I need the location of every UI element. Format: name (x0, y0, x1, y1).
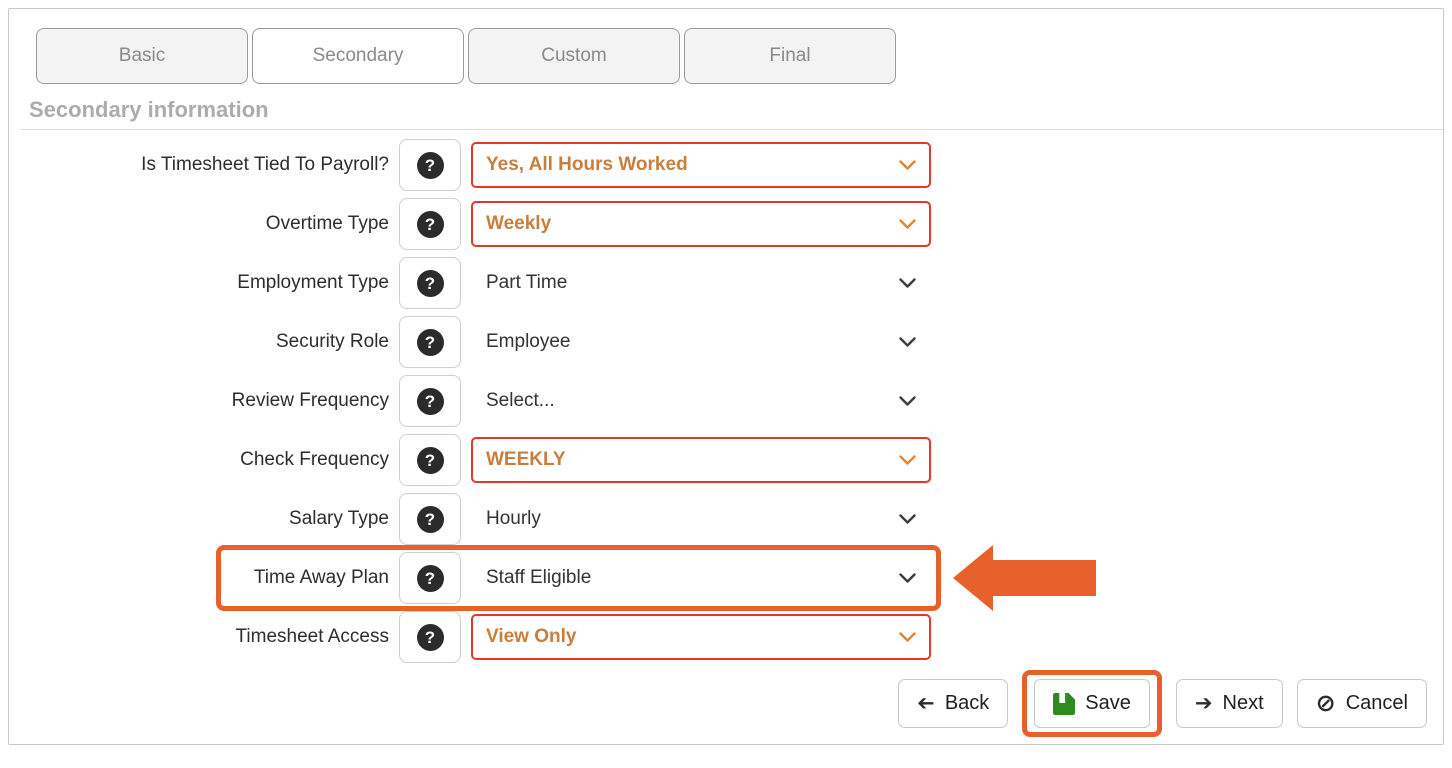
tab-secondary[interactable]: Secondary (252, 28, 464, 84)
cancel-button[interactable]: ⊘ Cancel (1296, 679, 1427, 728)
help-button[interactable]: ? (399, 434, 461, 486)
secondary-info-form: Is Timesheet Tied To Payroll? ? Yes, All… (36, 139, 1427, 663)
field-label: Employment Type (237, 272, 389, 293)
arrow-left-callout-icon (953, 545, 1096, 611)
question-circle-icon: ? (416, 505, 444, 533)
field-label: Salary Type (289, 508, 389, 529)
footer-actions: ➔ Back Save ➔ Next ⊘ Cancel (36, 670, 1427, 737)
help-button[interactable]: ? (399, 375, 461, 427)
field-select[interactable]: WEEKLY (471, 437, 931, 483)
chevron-down-icon (899, 336, 916, 347)
tab-custom[interactable]: Custom (468, 28, 680, 84)
help-button[interactable]: ? (399, 198, 461, 250)
select-value: Staff Eligible (486, 567, 592, 588)
field-label: Time Away Plan (253, 567, 389, 588)
form-row: Salary Type ? Hourly (36, 493, 1427, 545)
form-row: Is Timesheet Tied To Payroll? ? Yes, All… (36, 139, 1427, 191)
section-title: Secondary information (21, 97, 1443, 130)
field-select[interactable]: Part Time (471, 260, 931, 306)
next-button-label: Next (1222, 692, 1264, 714)
form-row: Time Away Plan ? Staff Eligible (36, 545, 1427, 611)
help-button[interactable]: ? (399, 139, 461, 191)
question-circle-icon: ? (416, 623, 444, 651)
field-select[interactable]: Employee (471, 319, 931, 365)
field-label: Review Frequency (231, 390, 389, 411)
field-select[interactable]: Select... (471, 378, 931, 424)
tab-bar: Basic Secondary Custom Final (36, 28, 1427, 84)
chevron-down-icon (899, 218, 916, 229)
question-circle-icon: ? (416, 446, 444, 474)
chevron-down-icon (899, 513, 916, 524)
question-circle-icon: ? (416, 151, 444, 179)
back-button-label: Back (944, 692, 990, 714)
question-circle-icon: ? (416, 328, 444, 356)
tab-basic[interactable]: Basic (36, 28, 248, 84)
field-label: Check Frequency (240, 449, 389, 470)
form-row: Timesheet Access ? View Only (36, 611, 1427, 663)
back-button[interactable]: ➔ Back (898, 679, 1009, 728)
form-row: Security Role ? Employee (36, 316, 1427, 368)
form-row: Employment Type ? Part Time (36, 257, 1427, 309)
arrow-right-icon: ➔ (1194, 692, 1213, 715)
form-row: Review Frequency ? Select... (36, 375, 1427, 427)
select-value: Yes, All Hours Worked (486, 154, 688, 175)
next-button[interactable]: ➔ Next (1175, 679, 1283, 728)
save-button-label: Save (1085, 692, 1131, 714)
save-button[interactable]: Save (1034, 679, 1150, 728)
field-select[interactable]: Yes, All Hours Worked (471, 142, 931, 188)
field-label: Overtime Type (265, 213, 389, 234)
field-select[interactable]: Hourly (471, 496, 931, 542)
question-circle-icon: ? (416, 269, 444, 297)
help-button[interactable]: ? (399, 493, 461, 545)
chevron-down-icon (899, 631, 916, 642)
select-value: Employee (486, 331, 571, 352)
select-value: View Only (486, 626, 577, 647)
help-button[interactable]: ? (399, 257, 461, 309)
wizard-panel: Basic Secondary Custom Final Secondary i… (8, 8, 1444, 745)
select-value: Hourly (486, 508, 541, 529)
form-row: Check Frequency ? WEEKLY (36, 434, 1427, 486)
field-select[interactable]: Weekly (471, 201, 931, 247)
select-value: Select... (486, 390, 555, 411)
form-row: Overtime Type ? Weekly (36, 198, 1427, 250)
tab-final[interactable]: Final (684, 28, 896, 84)
field-select[interactable]: Staff Eligible (471, 555, 931, 601)
select-value: Weekly (486, 213, 552, 234)
chevron-down-icon (899, 277, 916, 288)
cancel-button-label: Cancel (1345, 692, 1408, 714)
question-circle-icon: ? (416, 210, 444, 238)
floppy-disk-icon (1053, 692, 1076, 715)
ban-icon: ⊘ (1315, 689, 1336, 717)
save-highlight-annotation: Save (1022, 670, 1162, 737)
help-button[interactable]: ? (399, 552, 461, 604)
field-label: Security Role (276, 331, 389, 352)
select-value: Part Time (486, 272, 568, 293)
help-button[interactable]: ? (399, 611, 461, 663)
chevron-down-icon (899, 572, 916, 583)
question-circle-icon: ? (416, 387, 444, 415)
field-select[interactable]: View Only (471, 614, 931, 660)
chevron-down-icon (899, 454, 916, 465)
help-button[interactable]: ? (399, 316, 461, 368)
select-value: WEEKLY (486, 449, 566, 470)
field-label: Timesheet Access (235, 626, 389, 647)
chevron-down-icon (899, 395, 916, 406)
field-label: Is Timesheet Tied To Payroll? (141, 154, 389, 175)
chevron-down-icon (899, 159, 916, 170)
question-circle-icon: ? (416, 564, 444, 592)
arrow-left-icon: ➔ (917, 692, 935, 715)
